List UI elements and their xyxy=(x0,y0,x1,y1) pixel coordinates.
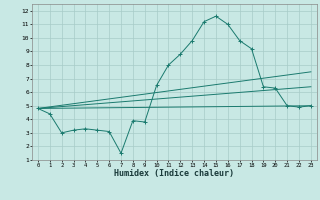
X-axis label: Humidex (Indice chaleur): Humidex (Indice chaleur) xyxy=(115,169,234,178)
